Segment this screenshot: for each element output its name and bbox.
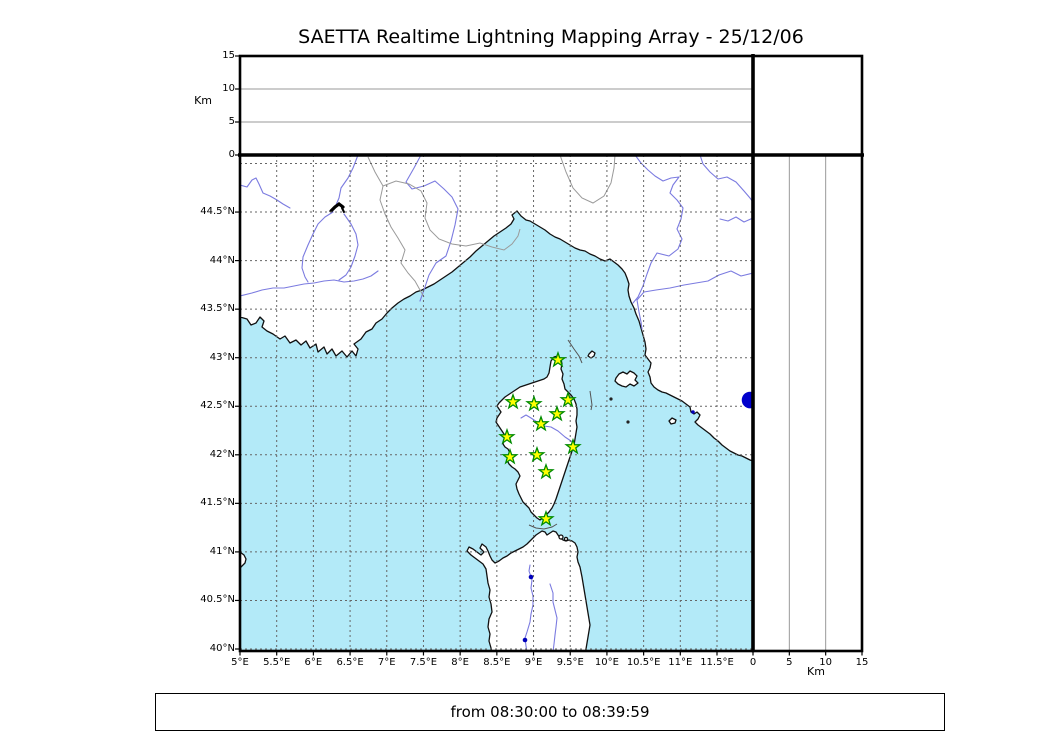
lat-tick-label: 42°N	[209, 448, 235, 460]
lon-tick-label: 11.5°E	[700, 657, 734, 668]
alt-tick-label-bottom: 15	[855, 657, 869, 668]
lma-station-star	[537, 462, 555, 480]
alt-tick-label-left: 5	[228, 116, 235, 127]
lma-station-star	[559, 390, 577, 408]
lma-station-star	[549, 350, 567, 368]
lakes	[329, 202, 695, 643]
lma-station-star	[504, 392, 522, 410]
landmasses	[240, 155, 753, 651]
lon-tick-label: 11°E	[668, 657, 693, 668]
time-range-text: from 08:30:00 to 08:39:59	[450, 703, 650, 721]
lma-station-star	[548, 404, 566, 422]
lma-station-star	[525, 394, 543, 412]
top-right-panel-frame	[751, 54, 864, 157]
alt-tick-label-bottom: 5	[786, 657, 793, 668]
time-range-box: from 08:30:00 to 08:39:59	[155, 693, 945, 731]
lon-tick-label: 8.5°E	[483, 657, 511, 668]
panel-gridlines	[240, 88, 827, 651]
lat-tick-label: 44.5°N	[200, 206, 235, 218]
maddalena-islet	[563, 536, 569, 542]
lon-tick-label: 6°E	[304, 657, 323, 668]
alt-tick-label-left: 0	[228, 149, 235, 160]
lon-tick-label: 8°E	[451, 657, 469, 668]
lma-station-star	[564, 437, 582, 455]
top-panel-frame	[238, 54, 755, 157]
map-gridlines	[240, 155, 753, 651]
altitude-axis-title-left: Km	[194, 94, 212, 107]
lon-tick-label: 10.5°E	[626, 657, 661, 668]
coast-lagoon-dot	[691, 410, 695, 414]
lat-tick-label: 42.5°N	[200, 400, 235, 412]
lon-tick-label: 5°E	[231, 657, 249, 668]
pianosa-islet	[626, 420, 630, 424]
right-panel-frame	[751, 153, 864, 653]
capraia-island	[587, 350, 596, 359]
rivers	[240, 155, 753, 651]
alt-tick-label-bottom: 10	[819, 657, 833, 668]
panel-frames	[238, 54, 864, 653]
lma-station-star	[498, 427, 516, 445]
lat-tick-label: 41°N	[209, 545, 235, 557]
edge-islet	[240, 551, 247, 569]
map-panel	[240, 155, 753, 651]
lake-dot	[522, 637, 528, 643]
lat-tick-label: 40°N	[209, 643, 235, 654]
alt-tick-label-left: 10	[222, 83, 235, 94]
lma-station-star	[532, 414, 550, 432]
plot-title: SAETTA Realtime Lightning Mapping Array …	[298, 26, 804, 48]
lon-tick-label: 10°E	[594, 657, 619, 668]
lon-tick-label: 7°E	[377, 657, 396, 668]
lon-tick-label: 7.5°E	[409, 657, 438, 668]
lat-tick-label: 40.5°N	[200, 594, 235, 606]
lon-tick-label: 9.5°E	[556, 657, 584, 668]
lat-tick-label: 43°N	[209, 351, 235, 363]
lon-tick-label: 6.5°E	[336, 657, 364, 668]
sardinia-coast	[466, 530, 591, 651]
station-markers	[498, 350, 582, 527]
gorgona-islet	[609, 397, 613, 401]
lon-tick-label: 9°E	[524, 657, 543, 668]
lat-tick-label: 41.5°N	[200, 497, 235, 509]
detection-points	[741, 391, 753, 409]
lma-station-star	[537, 509, 555, 527]
detection-dot	[741, 391, 753, 409]
lma-station-star	[528, 445, 546, 463]
lon-tick-label: 5.5°E	[263, 657, 291, 668]
corsica-coast	[495, 355, 578, 521]
montecristo-island	[668, 417, 677, 425]
lake-dot	[528, 574, 534, 580]
lat-tick-label: 43.5°N	[200, 303, 235, 315]
maddalena-islet	[558, 534, 564, 540]
lat-tick-label: 44°N	[209, 254, 235, 266]
country-borders	[367, 155, 616, 298]
lma-station-star	[501, 447, 519, 465]
altitude-axis-title-bottom: Km	[807, 665, 825, 678]
alt-tick-label-left: 15	[222, 50, 235, 61]
elba-island	[614, 370, 639, 388]
alt-tick-label-bottom: 0	[749, 657, 757, 668]
